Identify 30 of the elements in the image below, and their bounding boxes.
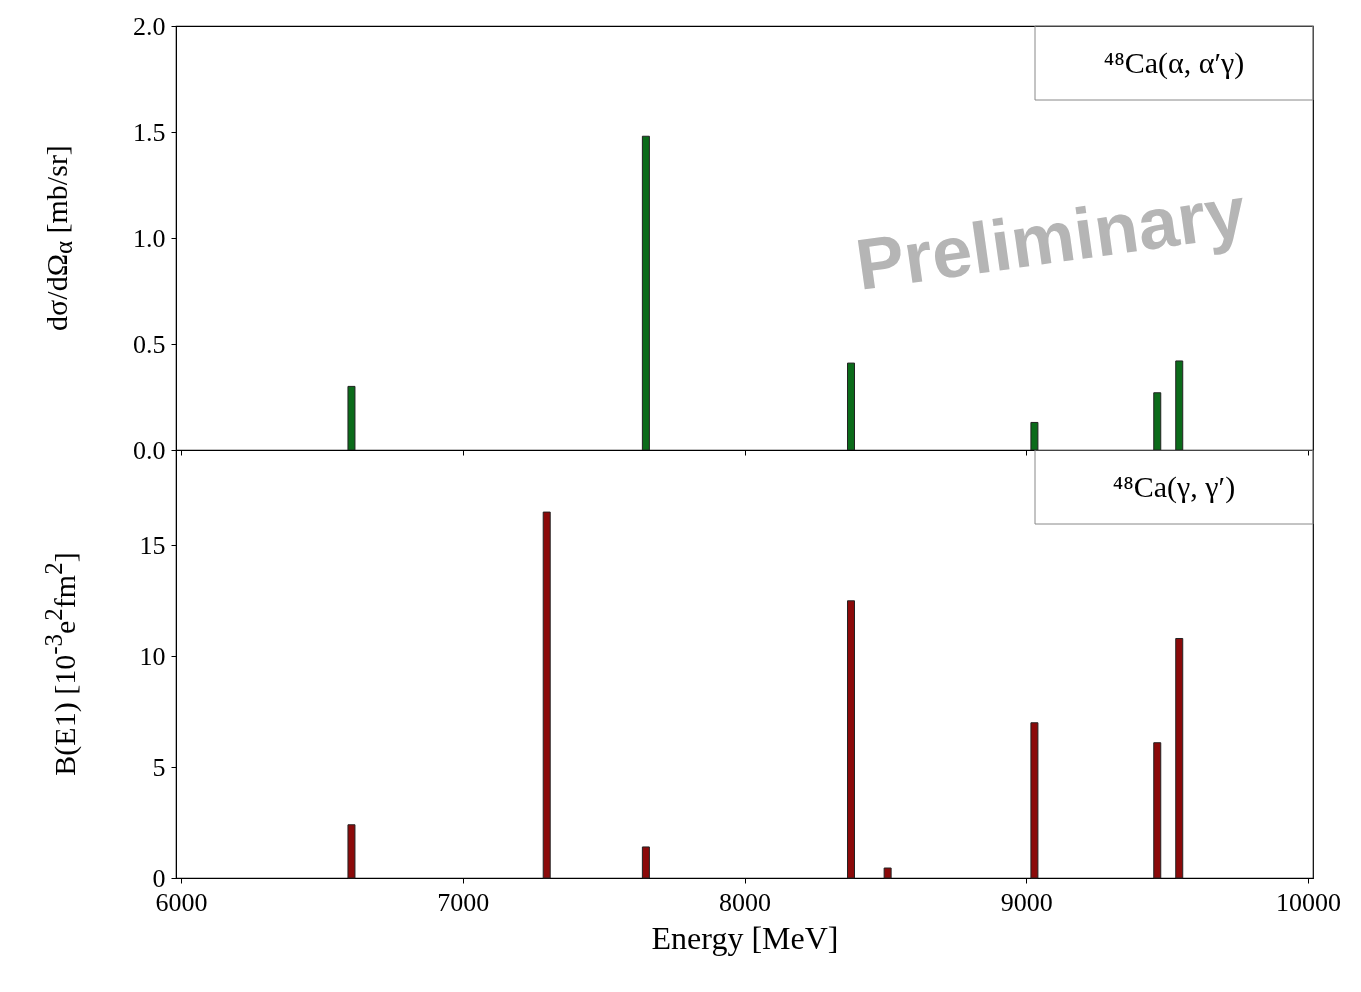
- y-tick-label: 0.5: [133, 329, 166, 359]
- bar: [1175, 360, 1184, 451]
- bar: [1030, 421, 1039, 451]
- bar: [1175, 638, 1184, 879]
- y-tick-label: 10: [139, 641, 166, 671]
- x-tick-label: 8000: [719, 887, 771, 917]
- bar: [347, 385, 356, 451]
- bar: [883, 867, 892, 879]
- y-tick-label: 2.0: [133, 11, 166, 41]
- y-tick-label: 15: [139, 530, 166, 560]
- bar: [1153, 742, 1162, 879]
- x-tick-label: 9000: [1000, 887, 1053, 917]
- x-axis-title: Energy [MeV]: [651, 919, 839, 956]
- x-tick-label: 7000: [437, 887, 490, 917]
- bar: [641, 135, 650, 451]
- bar: [641, 846, 650, 879]
- bar: [347, 824, 356, 879]
- bar: [847, 600, 855, 879]
- y-tick-label: 5: [152, 752, 166, 782]
- bar: [847, 362, 855, 451]
- annotation: Preliminary: [850, 171, 1251, 305]
- bar: [1153, 392, 1162, 451]
- x-tick-label: 10000: [1276, 887, 1341, 917]
- annotation: ⁴⁸Ca(α, α′γ): [1103, 46, 1245, 80]
- bar: [542, 511, 551, 879]
- y-tick-label: 0.0: [133, 435, 166, 465]
- y-tick-label: 1.5: [133, 117, 166, 147]
- bar: [1030, 722, 1039, 879]
- annotation: ⁴⁸Ca(γ, γ′): [1112, 470, 1236, 504]
- y-tick-label: 1.0: [133, 223, 166, 253]
